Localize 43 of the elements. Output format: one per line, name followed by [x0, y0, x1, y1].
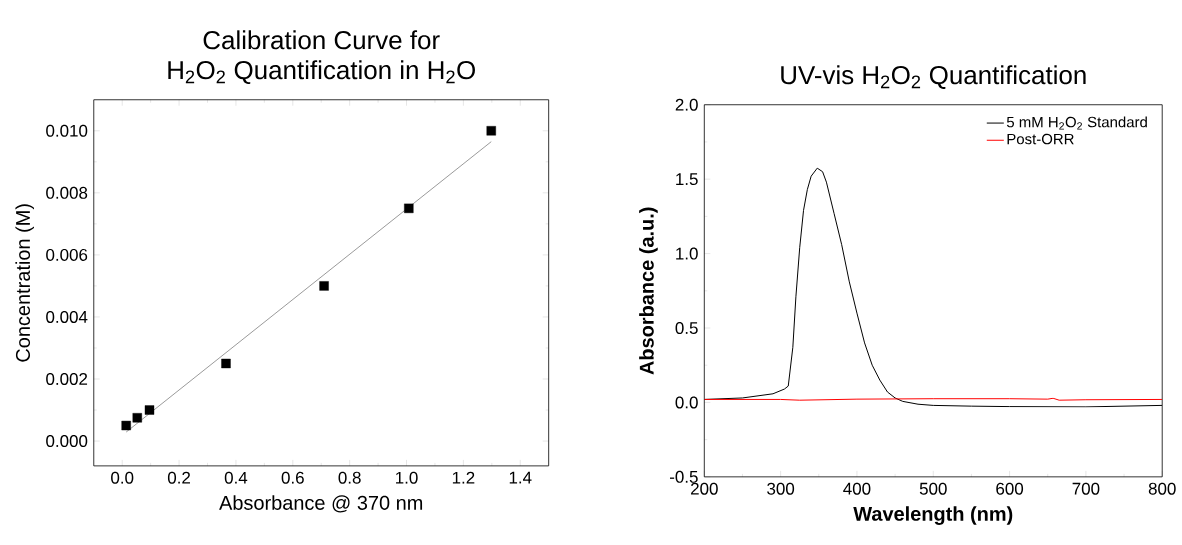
x-tick-label: 200: [691, 482, 718, 495]
x-tick-label: 0.0: [111, 471, 134, 484]
y-tick-label: 0.002: [46, 373, 88, 386]
point: [132, 413, 142, 423]
x-tick-label: 0.2: [167, 471, 190, 484]
x-axis-title: Absorbance @ 370 nm: [219, 495, 423, 513]
y-tick-label: 0.0: [675, 396, 698, 409]
point: [404, 203, 414, 214]
y-tick-label: 0.004: [46, 311, 88, 324]
point: [221, 358, 231, 369]
point: [144, 405, 155, 415]
x-tick-label: 1.2: [452, 471, 475, 484]
x-tick-label: 300: [767, 482, 795, 495]
chart-title: Calibration Curve for: [203, 30, 440, 50]
point: [486, 126, 496, 136]
legend-label: 5 mM H$_{2}$O$_{2}$ Standard: [1006, 116, 1147, 130]
y-tick-label: 0.5: [675, 322, 698, 335]
y-tick-label: 1.0: [676, 247, 698, 260]
point: [319, 281, 329, 291]
chart-title: UV-vis H$_{2}$O$_{2}$ Quantification: [781, 65, 1086, 90]
y-tick-label: 0.006: [46, 249, 88, 262]
x-tick-label: 1.4: [509, 471, 532, 484]
x-tick-label: 800: [1148, 482, 1176, 495]
y-axis-title: Absorbance (a.u.): [639, 207, 658, 375]
x-tick-label: 0.8: [338, 471, 361, 484]
x-tick-label: 0.6: [281, 471, 304, 484]
y-tick-label: 0.008: [46, 186, 88, 199]
y-tick-label: 1.5: [676, 173, 698, 186]
x-tick-label: 700: [1072, 482, 1100, 495]
y-tick-label: -0.5: [669, 471, 698, 484]
chart-subtitle: H$_{2}$O$_{2}$ Quantification in H$_{2}$O: [168, 60, 475, 85]
point: [121, 421, 131, 431]
x-tick-label: 500: [919, 482, 947, 495]
y-tick-label: 2.0: [675, 98, 698, 111]
x-tick-label: 400: [843, 482, 871, 495]
y-axis-title: Concentration (M): [15, 204, 34, 362]
x-tick-label: 0.4: [224, 471, 248, 484]
y-tick-label: 0.010: [46, 124, 88, 137]
y-tick-label: 0.000: [46, 435, 88, 448]
legend-label: Post-ORR: [1007, 133, 1074, 145]
x-tick-label: 600: [996, 482, 1024, 495]
x-axis-title: Wavelength (nm): [853, 506, 1013, 526]
x-tick-label: 1.0: [396, 471, 418, 484]
